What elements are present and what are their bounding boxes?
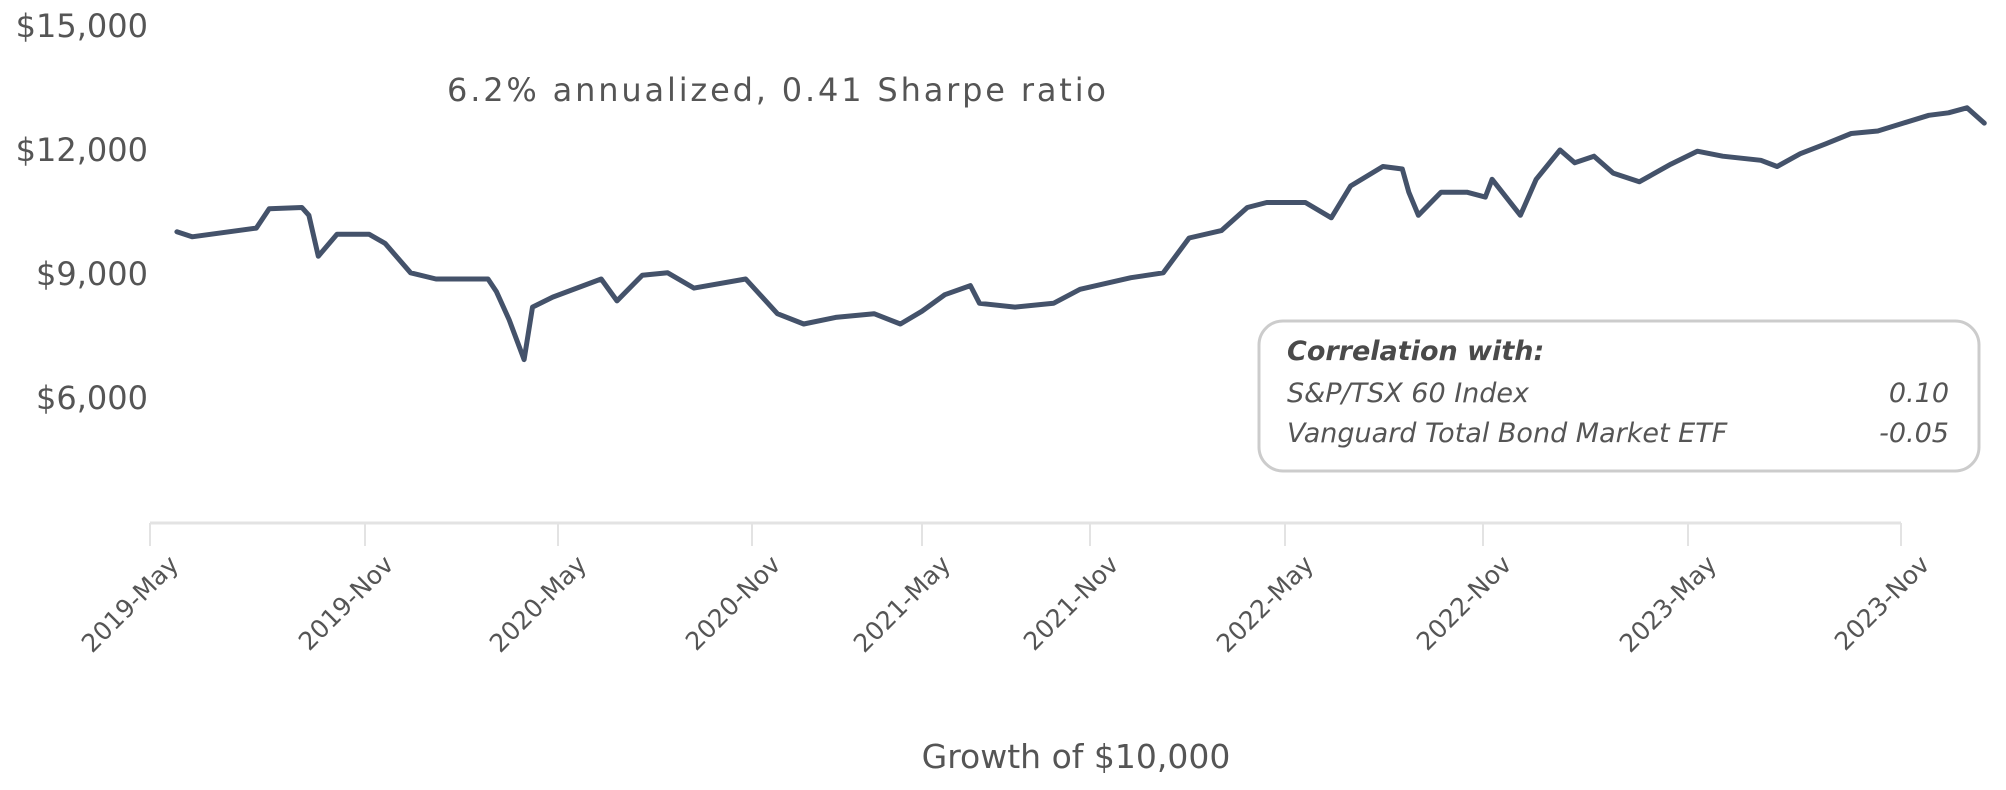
x-tick-label: 2022-Nov (1411, 550, 1518, 657)
correlation-box: Correlation with: S&P/TSX 60 Index 0.10 … (1257, 319, 1981, 473)
performance-annotation: 6.2% annualized, 0.41 Sharpe ratio (447, 71, 1106, 109)
correlation-row-label: S&P/TSX 60 Index (1287, 378, 1530, 409)
y-tick-label: $12,000 (16, 131, 148, 169)
y-tick-label: $15,000 (16, 7, 148, 45)
x-axis: 2019-May 2019-Nov 2020-May 2020-Nov 2021-May… (76, 521, 1936, 659)
x-tick-label: 2020-May (484, 550, 593, 659)
x-tick-label: 2020-Nov (680, 550, 787, 657)
correlation-row-label: Vanguard Total Bond Market ETF (1287, 418, 1728, 449)
x-tick-label: 2021-May (848, 550, 957, 659)
correlation-box-frame (1257, 319, 1981, 473)
y-axis: $15,000 $12,000 $9,000 $6,000 (16, 7, 148, 417)
y-tick-label: $6,000 (36, 379, 148, 417)
x-tick-label: 2019-May (76, 550, 185, 659)
correlation-row-value: 0.10 (1889, 378, 1949, 409)
x-tick-label: 2023-May (1614, 550, 1723, 659)
series-line (174, 105, 1987, 363)
x-axis-label: Growth of $10,000 (922, 737, 1231, 776)
correlation-title: Correlation with: (1287, 336, 1544, 367)
x-tick-label: 2023-Nov (1829, 550, 1936, 657)
x-tick-label: 2021-Nov (1018, 550, 1125, 657)
y-tick-label: $9,000 (36, 255, 148, 293)
x-tick-label: 2019-Nov (293, 550, 400, 657)
correlation-row-value: -0.05 (1879, 418, 1949, 449)
x-tick-label: 2022-May (1211, 550, 1320, 659)
